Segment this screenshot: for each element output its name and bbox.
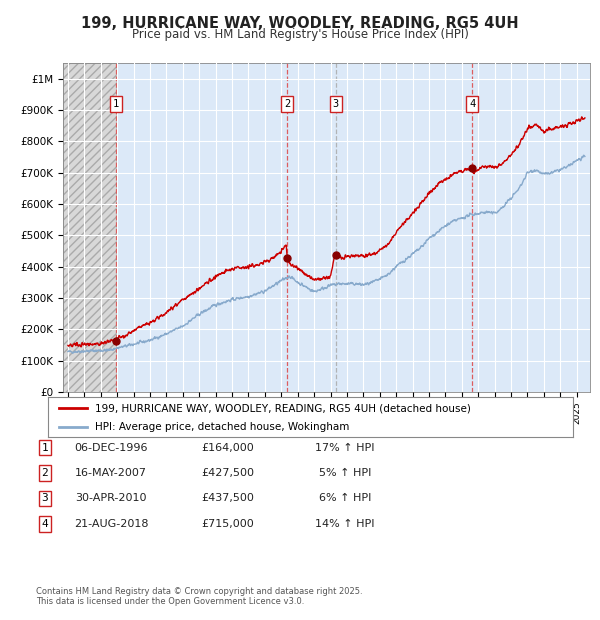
Text: 21-AUG-2018: 21-AUG-2018 [74, 519, 148, 529]
Text: 06-DEC-1996: 06-DEC-1996 [74, 443, 148, 453]
Text: 199, HURRICANE WAY, WOODLEY, READING, RG5 4UH (detached house): 199, HURRICANE WAY, WOODLEY, READING, RG… [95, 403, 471, 413]
Text: 1: 1 [41, 443, 49, 453]
Text: £437,500: £437,500 [202, 494, 254, 503]
Text: £715,000: £715,000 [202, 519, 254, 529]
Text: 6% ↑ HPI: 6% ↑ HPI [319, 494, 371, 503]
Text: 5% ↑ HPI: 5% ↑ HPI [319, 468, 371, 478]
Text: HPI: Average price, detached house, Wokingham: HPI: Average price, detached house, Woki… [95, 422, 350, 432]
Bar [63, 63, 116, 392]
Text: 1: 1 [113, 99, 119, 109]
Text: 2: 2 [284, 99, 290, 109]
Text: Price paid vs. HM Land Registry's House Price Index (HPI): Price paid vs. HM Land Registry's House … [131, 28, 469, 41]
Text: 3: 3 [333, 99, 339, 109]
Text: 4: 4 [41, 519, 49, 529]
Bar [63, 63, 116, 392]
Text: 199, HURRICANE WAY, WOODLEY, READING, RG5 4UH: 199, HURRICANE WAY, WOODLEY, READING, RG… [81, 16, 519, 30]
Text: 3: 3 [41, 494, 49, 503]
Text: 30-APR-2010: 30-APR-2010 [75, 494, 147, 503]
Text: 16-MAY-2007: 16-MAY-2007 [75, 468, 147, 478]
Text: 4: 4 [469, 99, 475, 109]
Text: £427,500: £427,500 [202, 468, 254, 478]
Text: 2: 2 [41, 468, 49, 478]
Text: 17% ↑ HPI: 17% ↑ HPI [315, 443, 375, 453]
Text: 14% ↑ HPI: 14% ↑ HPI [315, 519, 375, 529]
Text: Contains HM Land Registry data © Crown copyright and database right 2025.
This d: Contains HM Land Registry data © Crown c… [36, 587, 362, 606]
Text: £164,000: £164,000 [202, 443, 254, 453]
